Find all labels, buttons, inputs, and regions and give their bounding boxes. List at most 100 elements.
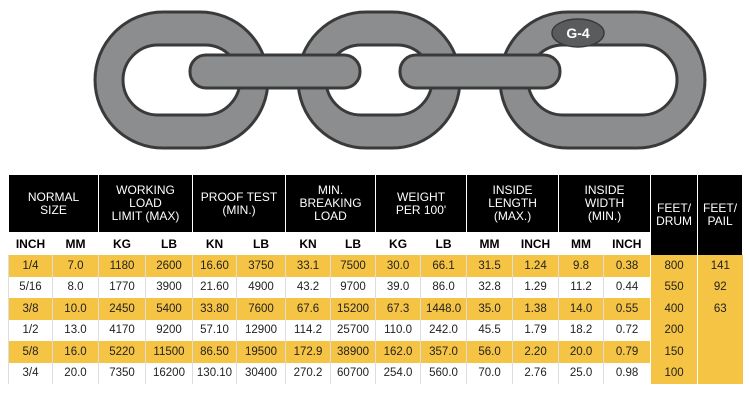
data-cell: 31.5 [466,255,513,277]
header-line: (MIN.) [222,202,256,217]
chain-side-link [188,53,362,90]
data-cell: 1/4 [8,255,53,277]
header-cell: FEET/PAIL [697,175,744,255]
header-line: LOAD [129,196,162,210]
data-cell: 13.0 [52,319,99,341]
data-cell: 560.0 [420,362,467,384]
data-cell: 100 [650,362,698,384]
header-line: SIZE [40,202,67,217]
data-cell: 67.6 [285,298,331,320]
data-cell: 800 [650,255,698,277]
header-cell: MIN. BREAKING LOAD [285,175,377,232]
data-row: 3/4 20.0 7350 16200 130.10 30400 270.2 60700 254… [8,362,743,384]
data-cell: 9200 [145,319,193,341]
data-cell: 3750 [235,255,286,277]
unit-cell: INCH [603,232,651,255]
data-cell: 33.1 [285,255,331,277]
data-row: 5/16 8.0 1770 3900 21.60 4900 43.2 9700 39.0 86.0… [8,276,743,298]
data-cell: 66.1 [420,255,467,277]
data-cell [697,341,743,363]
data-cell: 15200 [330,298,376,320]
data-cell: 38900 [330,341,376,363]
unit-cell: MM [558,232,604,255]
data-cell: 4900 [235,276,286,298]
unit-cell: KN [192,232,237,255]
data-cell: 9700 [330,276,376,298]
data-cell: 19500 [235,341,286,363]
header-cell: WEIGHT PER 100' [375,175,468,232]
data-cell: 60700 [330,362,376,384]
header-line: MIN. [317,183,344,197]
header-line: INSIDE [584,183,625,197]
data-cell: 0.98 [603,362,651,384]
data-cell: 1.79 [512,319,559,341]
data-cell: 5/8 [8,341,53,363]
data-cell: 16200 [145,362,193,384]
unit-cell: INCH [512,232,559,255]
data-cell: 1770 [98,276,146,298]
spec-table: NORMAL SIZE WORKING LOAD LIMIT (MAX) PROOF TE… [8,175,744,384]
data-cell: 56.0 [466,341,513,363]
header-line: LIMIT (MAX) [111,209,180,223]
data-cell: 43.2 [285,276,331,298]
header-line: NORMAL [27,189,80,204]
data-row: 1/2 13.0 4170 9200 57.10 12900 114.2 25700 110.0… [8,319,743,341]
data-cell: 86.0 [420,276,467,298]
data-cell [697,362,743,384]
header-line: LENGTH [488,196,537,210]
data-cell: 20.0 [52,362,99,384]
data-cell: 1.24 [512,255,559,277]
data-cell: 11.2 [558,276,604,298]
data-cell: 0.38 [603,255,651,277]
header-line: WORKING [116,183,175,197]
header-line: PROOF TEST [200,189,278,204]
data-cell: 7500 [330,255,376,277]
data-cell: 57.10 [192,319,237,341]
data-cell: 86.50 [192,341,237,363]
data-cell: 10.0 [52,298,99,320]
data-cell: 0.55 [603,298,651,320]
data-cell: 2.20 [512,341,559,363]
unit-row: INCH MM KG LB KN LB KN LB KG LB MM INCH MM INCH [8,232,743,255]
data-row: 3/8 10.0 2450 5400 33.80 7600 67.6 15200 67.3 144… [8,298,743,320]
data-cell: 11500 [145,341,193,363]
unit-cell: KN [285,232,331,255]
data-cell: 150 [650,341,698,363]
data-cell: 63 [697,298,743,320]
header-line: PAIL [707,214,733,228]
data-cell: 21.60 [192,276,237,298]
data-cell: 35.0 [466,298,513,320]
data-cell: 162.0 [375,341,421,363]
header-cell: INSIDE WIDTH (MIN.) [558,175,652,232]
data-cell: 5400 [145,298,193,320]
chain-links [93,10,707,150]
data-cell [697,319,743,341]
data-cell: 172.9 [285,341,331,363]
header-line: FEET/ [657,201,692,215]
unit-cell: KG [375,232,421,255]
data-cell: 7350 [98,362,146,384]
badge [551,18,605,48]
chain-side-link [398,53,562,90]
header-line: LOAD [314,209,347,223]
data-cell: 2450 [98,298,146,320]
data-cell: 1.38 [512,298,559,320]
data-cell: 7.0 [52,255,99,277]
data-cell: 92 [697,276,743,298]
data-cell: 39.0 [375,276,421,298]
data-cell: 70.0 [466,362,513,384]
header-line: (MAX.) [493,209,532,223]
data-cell: 1180 [98,255,146,277]
data-cell: 25.0 [558,362,604,384]
unit-cell: LB [330,232,376,255]
data-cell: 30.0 [375,255,421,277]
data-cell: 270.2 [285,362,331,384]
data-cell: 130.10 [192,362,237,384]
data-row: 5/8 16.0 5220 11500 86.50 19500 172.9 38900 162.… [8,341,743,363]
data-cell: 200 [650,319,698,341]
data-cell: 14.0 [558,298,604,320]
unit-cell: MM [52,232,99,255]
data-cell: 1448.0 [420,298,467,320]
data-cell: 550 [650,276,698,298]
data-cell: 8.0 [52,276,99,298]
